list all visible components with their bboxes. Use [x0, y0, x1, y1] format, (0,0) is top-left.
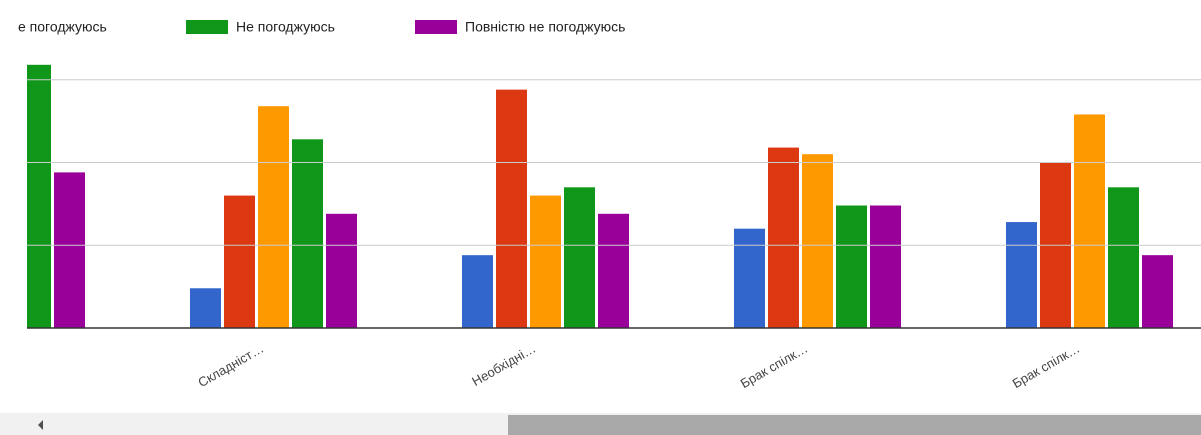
bar	[870, 205, 901, 328]
bar	[462, 255, 493, 328]
x-tick-label: Необхідні…	[469, 341, 538, 389]
bar	[326, 213, 357, 328]
bar	[802, 154, 833, 328]
bar	[54, 172, 85, 328]
bar	[598, 213, 629, 328]
bar	[734, 228, 765, 328]
bar	[768, 147, 799, 328]
bar	[1108, 187, 1139, 328]
bar	[190, 288, 221, 328]
scroll-left-arrow[interactable]	[38, 420, 43, 430]
x-tick-label: Складніст…	[195, 341, 266, 391]
scrollbar-thumb[interactable]	[508, 415, 1201, 435]
bar	[1142, 255, 1173, 328]
bar	[27, 64, 51, 329]
bar	[258, 106, 289, 329]
bar	[292, 139, 323, 328]
legend-swatch	[186, 20, 228, 34]
bar	[224, 195, 255, 328]
legend-label: Не погоджуюсь	[236, 19, 335, 35]
legend-label: е погоджуюсь	[18, 19, 107, 35]
bar	[1074, 114, 1105, 328]
bar	[496, 89, 527, 328]
bar	[530, 195, 561, 328]
x-tick-label: Брак спілк…	[1010, 341, 1082, 391]
bar	[836, 205, 867, 328]
bar	[564, 187, 595, 328]
plot-area	[27, 64, 1173, 329]
bar	[1006, 222, 1037, 328]
x-tick-label: Брак спілк…	[738, 341, 810, 391]
legend-label: Повністю не погоджуюсь	[465, 19, 625, 35]
legend-swatch	[415, 20, 457, 34]
